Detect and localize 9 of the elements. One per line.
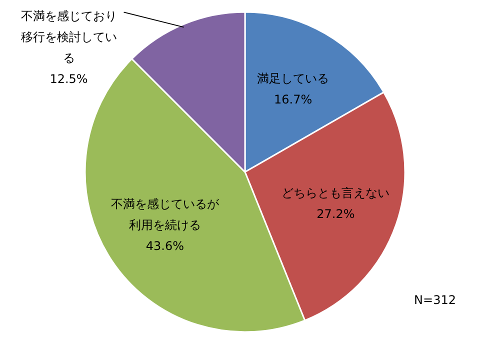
data-label: 16.7% <box>274 92 312 106</box>
slice-label: 不満を感じているが利用を続ける <box>110 196 220 232</box>
slice-label: 不満を感じており移行を検討している <box>20 9 117 66</box>
text: N=312 <box>414 293 456 307</box>
data-label: 12.5% <box>50 72 88 86</box>
slice-label: どちらとも言えない <box>282 186 390 200</box>
data-label: 27.2% <box>316 206 355 221</box>
data-label: 43.6% <box>146 238 184 253</box>
slice-label: 満足している <box>257 71 330 86</box>
